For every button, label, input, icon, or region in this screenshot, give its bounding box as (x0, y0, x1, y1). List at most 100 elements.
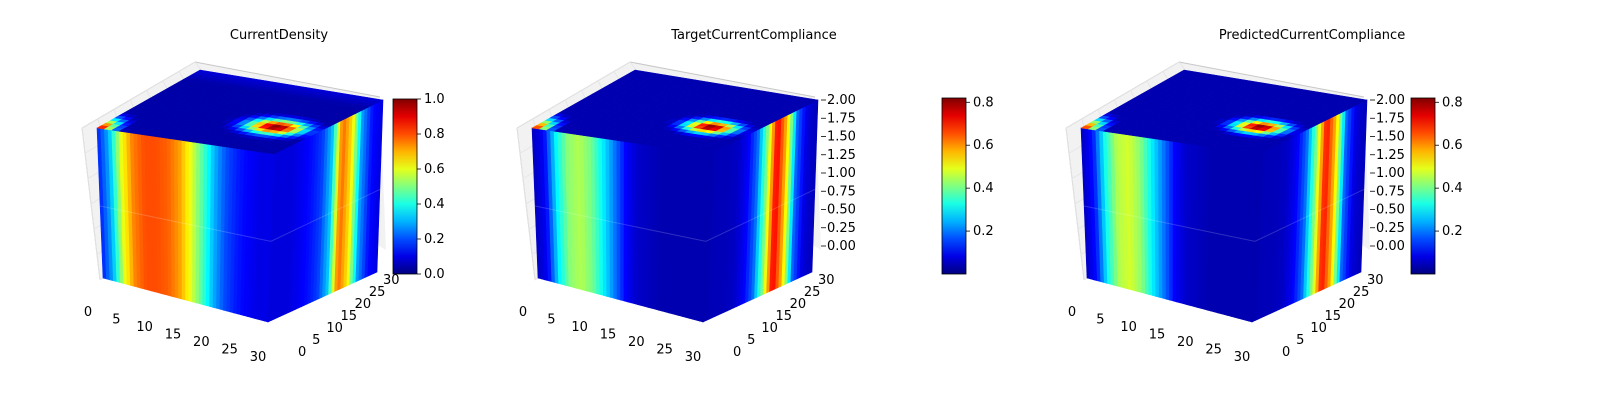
front-face-cell (1161, 139, 1167, 300)
colorbar-tick-label: 1.0 (424, 92, 445, 107)
colorbar-tick-label: 0.4 (1442, 181, 1463, 196)
y-tick-label: 10 (761, 321, 778, 336)
x-tick-label: 0 (84, 305, 92, 320)
colorbar (392, 98, 418, 275)
y-tick-label: 0 (298, 345, 306, 360)
panel-predicted-current-compliance: PredictedCurrentCompliance 0 5 10 15 20 25 30 0… (1065, 28, 1463, 365)
x-tick-label: 5 (547, 313, 555, 328)
colorbar-tick-label: 0.6 (1442, 138, 1463, 153)
colorbar-tick-label: 0.6 (973, 138, 994, 153)
panel-target-current-compliance: TargetCurrentCompliance 0 5 10 15 20 25 30 0510… (516, 28, 994, 365)
panel-title: CurrentDensity (230, 28, 329, 43)
x-tick-label: 20 (628, 335, 645, 350)
y-tick-label: 10 (326, 321, 343, 336)
y-tick-label: 5 (1296, 333, 1304, 348)
y-tick-label: 10 (1310, 321, 1327, 336)
z-tick-label: 1.75 (827, 111, 856, 126)
y-tick-label: 25 (804, 285, 821, 300)
block-seam (1084, 188, 1365, 242)
x-tick-label: 15 (165, 328, 182, 343)
y-tick-label: 30 (818, 273, 835, 288)
z-tick-label: 1.00 (1376, 166, 1405, 181)
y-tick-label: 5 (747, 333, 755, 348)
x-tick-label: 20 (1177, 335, 1194, 350)
x-tick-label: 25 (221, 343, 238, 358)
top-face-cell (265, 150, 280, 155)
grid-line (81, 61, 196, 129)
y-tick-label: 15 (776, 309, 793, 324)
z-tick-label: 2.00 (1376, 93, 1405, 108)
colorbar-tick-label: 0.8 (973, 95, 994, 110)
front-face-cell (185, 140, 190, 302)
grid-line (1065, 61, 1180, 129)
z-tick-label: 0.75 (827, 184, 856, 199)
x-tick-label: 30 (1234, 350, 1251, 365)
colorbar (1410, 97, 1436, 275)
colorbar-tick-label: 0.8 (424, 127, 445, 142)
z-tick-label: 0.25 (827, 221, 856, 236)
y-tick-label: 25 (1353, 285, 1370, 300)
z-tick-label: 0.00 (827, 239, 856, 254)
axis-line (1178, 61, 1365, 98)
block-seam (535, 188, 816, 242)
z-tick-label: 1.50 (1376, 130, 1405, 145)
y-tick-label: 0 (733, 345, 741, 360)
x-tick-label: 30 (685, 350, 702, 365)
y-tick-label: 25 (369, 285, 386, 300)
z-tick-label: 0.50 (1376, 203, 1405, 218)
colorbar (941, 97, 967, 275)
x-tick-label: 0 (519, 305, 527, 320)
panel-title: PredictedCurrentCompliance (1219, 28, 1405, 43)
z-tick-label: 1.00 (827, 166, 856, 181)
x-tick-label: 10 (571, 320, 588, 335)
y-tick-label: 15 (341, 309, 358, 324)
z-tick-label: 0.75 (1376, 184, 1405, 199)
front-face-cell (612, 139, 618, 300)
z-tick-label: 0.00 (1376, 239, 1405, 254)
block-seam (100, 188, 381, 242)
front-face-cell (1165, 140, 1170, 301)
panel-title: TargetCurrentCompliance (670, 28, 837, 43)
x-tick-label: 10 (136, 320, 153, 335)
colorbar-tick-label: 0.2 (424, 232, 445, 247)
z-tick-label: 2.00 (827, 93, 856, 108)
z-tick-label: 1.50 (827, 130, 856, 145)
z-tick-label: 0.25 (1376, 221, 1405, 236)
front-face-cell (1169, 140, 1174, 302)
y-tick-label: 20 (355, 297, 372, 312)
z-tick-label: 0.50 (827, 203, 856, 218)
colorbar-tick-label: 0.2 (1442, 224, 1463, 239)
front-face-cell (177, 139, 183, 300)
y-tick-label: 0 (1282, 345, 1290, 360)
colorbar-tick-label: 0.4 (424, 197, 445, 212)
x-tick-label: 30 (250, 350, 267, 365)
colorbar-tick-label: 0.2 (973, 224, 994, 239)
grid-line (516, 61, 631, 129)
colorbar-tick-label: 0.8 (1442, 95, 1463, 110)
x-tick-label: 20 (193, 335, 210, 350)
front-face-cell (616, 140, 621, 301)
x-tick-label: 15 (600, 328, 617, 343)
x-tick-label: 25 (1205, 343, 1222, 358)
z-tick-label: 1.25 (1376, 148, 1405, 163)
top-face-cell (700, 150, 715, 155)
front-face-cell (620, 140, 625, 302)
y-tick-label: 15 (1325, 309, 1342, 324)
y-tick-label: 5 (312, 333, 320, 348)
colorbar-tick-label: 0.0 (424, 267, 445, 282)
axis-line (629, 61, 816, 98)
axis-line (194, 61, 381, 98)
top-face-cell (1249, 150, 1264, 155)
x-tick-label: 10 (1120, 320, 1137, 335)
z-tick-label: 1.25 (827, 148, 856, 163)
y-tick-label: 20 (790, 297, 807, 312)
x-tick-label: 15 (1149, 328, 1166, 343)
front-face-cell (181, 140, 186, 301)
x-tick-label: 25 (656, 343, 673, 358)
y-tick-label: 20 (1339, 297, 1356, 312)
x-tick-label: 5 (1096, 313, 1104, 328)
y-tick-label: 30 (1367, 273, 1384, 288)
y-tick-label: 30 (383, 273, 400, 288)
